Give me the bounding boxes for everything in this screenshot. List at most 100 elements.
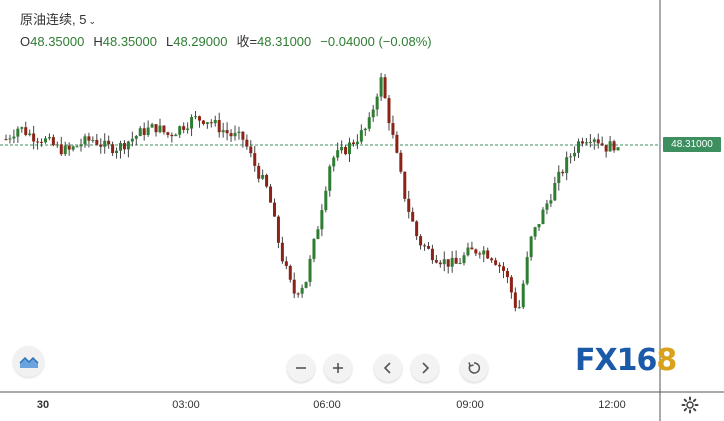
last-price-tag: 48.31000: [663, 137, 721, 152]
candle-down: [40, 141, 44, 143]
chart-type-button[interactable]: [13, 346, 44, 377]
candle-up: [130, 138, 134, 142]
candle-down: [423, 245, 427, 247]
candle-down: [292, 279, 296, 294]
candle-down: [600, 143, 604, 146]
candle-up: [359, 130, 363, 142]
candle-down: [142, 128, 146, 135]
candle-down: [162, 125, 166, 133]
candle-down: [197, 116, 201, 121]
candle-down: [561, 171, 565, 174]
candle-down: [107, 140, 111, 145]
candle-up: [103, 140, 107, 147]
candle-down: [407, 198, 411, 212]
candle-down: [446, 259, 450, 267]
candle-up: [442, 259, 446, 265]
chevron-right-icon: [422, 362, 430, 374]
candle-down: [122, 143, 126, 150]
candle-up: [150, 124, 154, 128]
candle-down: [245, 139, 249, 147]
candle-down: [225, 130, 229, 134]
chevron-down-icon[interactable]: ⌄: [88, 16, 97, 26]
candle-up: [43, 138, 47, 143]
candle-down: [257, 165, 261, 179]
zoom-in-button[interactable]: [324, 354, 352, 382]
candle-down: [580, 141, 584, 144]
candle-up: [458, 263, 462, 265]
candle-down: [454, 257, 458, 264]
area-chart-icon: [18, 356, 39, 368]
candle-up: [138, 128, 142, 137]
candle-down: [284, 261, 288, 266]
candle-down: [59, 144, 63, 155]
candle-down: [32, 133, 36, 142]
candle-down: [430, 248, 434, 261]
candle-up: [83, 136, 87, 145]
candle-down: [387, 98, 391, 124]
candle-down: [596, 139, 600, 144]
candle-up: [178, 126, 182, 135]
candle-up: [308, 258, 312, 282]
scroll-left-button[interactable]: [374, 354, 402, 382]
candle-up: [529, 236, 533, 258]
candle-down: [490, 258, 494, 261]
candle-up: [545, 203, 549, 210]
candle-down: [426, 246, 430, 249]
candle-down: [498, 264, 502, 267]
x-tick-label: 06:00: [313, 399, 341, 411]
candle-up: [28, 133, 32, 135]
candle-up: [71, 146, 75, 150]
candle-up: [553, 183, 557, 201]
x-tick-label: 09:00: [456, 399, 484, 411]
candle-up: [79, 144, 83, 147]
gear-icon[interactable]: [681, 396, 699, 414]
candle-up: [375, 96, 379, 110]
candle-up: [367, 117, 371, 129]
candle-up: [312, 238, 316, 259]
zoom-out-button[interactable]: [287, 354, 315, 382]
candle-down: [67, 145, 71, 150]
candle-up: [588, 142, 592, 144]
candle-up: [146, 127, 150, 135]
candle-down: [99, 144, 103, 147]
candle-down: [154, 124, 158, 133]
candle-down: [280, 242, 284, 262]
candle-up: [115, 150, 119, 154]
symbol-title[interactable]: 原油连续, 5 ⌄: [20, 9, 96, 28]
candle-down: [276, 216, 280, 243]
candle-down: [4, 139, 8, 141]
candle-down: [201, 120, 205, 124]
fx168-logo: FX 16 8: [575, 342, 677, 378]
candle-down: [403, 171, 407, 199]
scroll-right-button[interactable]: [411, 354, 439, 382]
candle-up: [450, 257, 454, 267]
candle-up: [55, 144, 59, 146]
candles-group: [4, 72, 620, 312]
candle-up: [12, 136, 16, 139]
candle-down: [474, 249, 478, 254]
candle-up: [16, 128, 20, 137]
reset-chart-button[interactable]: [460, 354, 488, 382]
candle-up: [316, 229, 320, 239]
reset-icon: [468, 362, 481, 374]
candle-up: [174, 134, 178, 137]
low-value: 48.29000: [173, 34, 228, 49]
candle-up: [577, 141, 581, 153]
x-tick-label: 03:00: [172, 399, 200, 411]
candle-down: [612, 141, 616, 151]
candle-up: [237, 131, 241, 133]
candle-down: [419, 236, 423, 246]
candle-down: [470, 247, 474, 250]
candle-down: [513, 292, 517, 308]
candle-down: [209, 122, 213, 124]
candle-down: [604, 145, 608, 152]
candle-up: [371, 109, 375, 118]
candle-up: [63, 145, 67, 155]
candle-down: [351, 142, 355, 145]
candle-up: [320, 210, 324, 230]
candle-down: [494, 260, 498, 265]
high-label: H: [93, 34, 103, 49]
candle-up: [336, 150, 340, 158]
close-label: 收=: [236, 34, 258, 49]
